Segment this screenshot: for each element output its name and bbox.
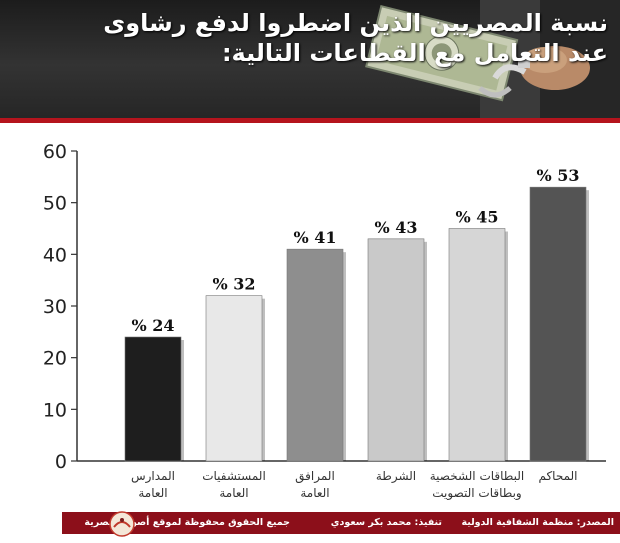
category-label: الشرطة: [376, 469, 416, 484]
category-label: العامة: [300, 486, 329, 500]
bar-chart: 0 10 20 30 40 50 60 % 24 المدارس العامة % 32 المستش…: [43, 141, 606, 501]
data-label: % 53: [536, 166, 579, 185]
y-tick-label: 60: [43, 141, 67, 163]
data-label: % 24: [131, 316, 174, 335]
aswat-masriya-logo: [109, 511, 135, 537]
category-label: المحاكم: [538, 469, 577, 483]
bar: [448, 228, 506, 462]
y-tick-label: 50: [43, 193, 67, 215]
bar: [367, 238, 425, 462]
category-label: المرافق: [295, 469, 335, 484]
bar: [205, 295, 263, 462]
bar: [124, 336, 182, 462]
bar: [286, 248, 344, 462]
source-text: المصدر: منظمة الشفافية الدولية: [461, 517, 614, 528]
y-tick-label: 40: [43, 244, 67, 266]
y-tick-label: 30: [43, 296, 67, 318]
category-label: وبطاقات التصويت: [432, 486, 521, 501]
data-label: % 32: [212, 275, 255, 294]
category-label: المستشفيات: [202, 469, 266, 483]
y-tick-label: 10: [43, 399, 67, 421]
title-line-1: نسبة المصريين الذين اضطروا لدفع رشاوى: [103, 9, 608, 37]
handcuffed-money-illustration: [365, 0, 620, 118]
copyright-text: جميع الحقوق محفوظة لموقع أصوات مصرية: [84, 517, 290, 528]
category-label: المدارس: [131, 469, 175, 484]
data-label: % 43: [374, 218, 417, 237]
y-tick-label: 0: [55, 451, 67, 473]
chart-title: نسبة المصريين الذين اضطروا لدفع رشاوى عن…: [8, 8, 608, 68]
data-label: % 45: [455, 208, 498, 227]
accent-stripe: [0, 118, 620, 123]
title-line-2: عند التعامل مع القطاعات التالية:: [221, 39, 608, 67]
execution-credit: تنفيذ: محمد بكر سعودي: [330, 517, 442, 528]
data-label: % 41: [293, 228, 336, 247]
bar: [529, 186, 587, 462]
y-tick-label: 20: [43, 348, 67, 370]
category-label: العامة: [138, 486, 167, 500]
category-label: البطاقات الشخصية: [430, 469, 525, 483]
header-banner: نسبة المصريين الذين اضطروا لدفع رشاوى عن…: [0, 0, 620, 118]
category-label: العامة: [219, 486, 248, 500]
footer-bar: المصدر: منظمة الشفافية الدولية تنفيذ: مح…: [62, 512, 620, 534]
